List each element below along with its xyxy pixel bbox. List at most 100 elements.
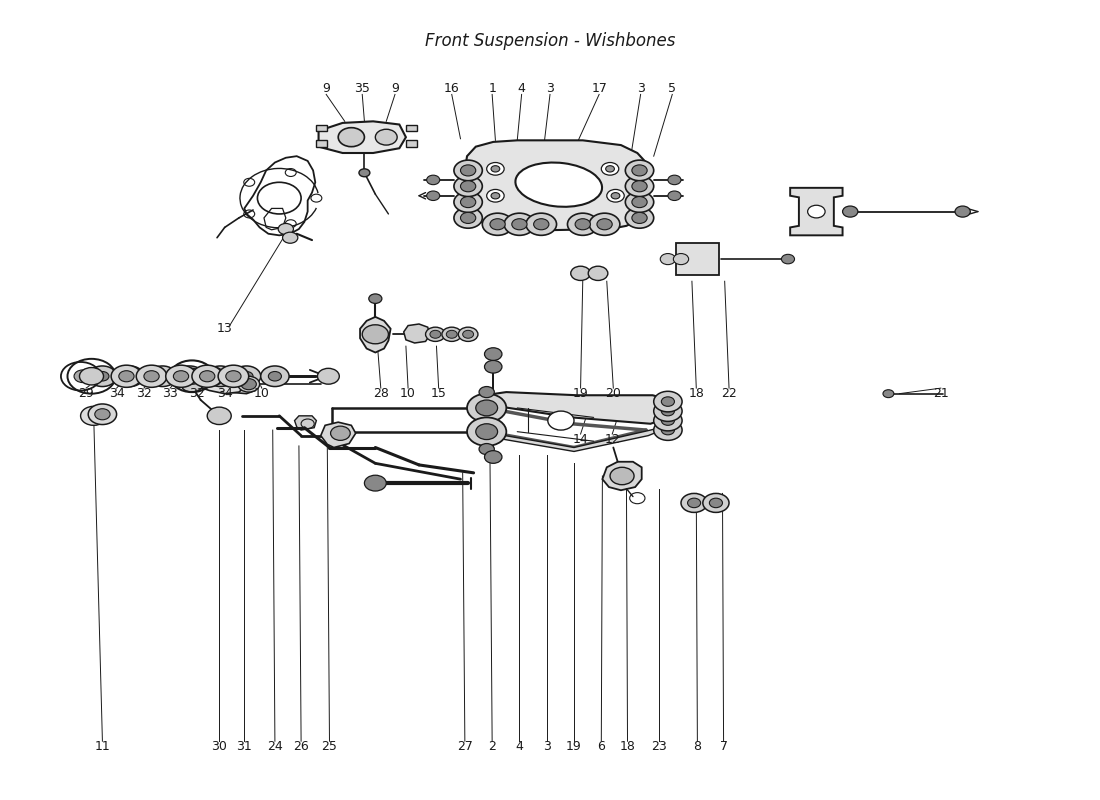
Circle shape bbox=[111, 365, 142, 387]
Circle shape bbox=[184, 371, 196, 381]
Circle shape bbox=[206, 366, 234, 386]
Circle shape bbox=[207, 407, 231, 425]
Circle shape bbox=[447, 330, 458, 338]
Circle shape bbox=[476, 424, 497, 439]
Polygon shape bbox=[317, 125, 328, 131]
Circle shape bbox=[454, 192, 482, 212]
Circle shape bbox=[74, 370, 91, 382]
Circle shape bbox=[427, 175, 440, 185]
Text: 10: 10 bbox=[254, 387, 270, 400]
Circle shape bbox=[238, 376, 260, 392]
Circle shape bbox=[568, 213, 598, 235]
Circle shape bbox=[631, 181, 647, 192]
Circle shape bbox=[318, 368, 339, 384]
Circle shape bbox=[484, 348, 502, 361]
Text: Front Suspension - Wishbones: Front Suspension - Wishbones bbox=[425, 32, 675, 50]
Circle shape bbox=[123, 371, 136, 381]
Circle shape bbox=[668, 175, 681, 185]
Circle shape bbox=[182, 368, 202, 384]
Circle shape bbox=[198, 366, 224, 386]
Circle shape bbox=[590, 213, 620, 235]
Circle shape bbox=[491, 166, 499, 172]
Text: 21: 21 bbox=[933, 387, 948, 400]
Circle shape bbox=[368, 294, 382, 303]
Circle shape bbox=[232, 366, 261, 386]
Text: 12: 12 bbox=[604, 433, 620, 446]
Circle shape bbox=[625, 208, 653, 228]
Circle shape bbox=[597, 218, 613, 230]
Circle shape bbox=[588, 266, 608, 281]
Circle shape bbox=[661, 397, 674, 406]
Text: 9: 9 bbox=[322, 82, 330, 95]
Circle shape bbox=[199, 370, 214, 382]
Text: 26: 26 bbox=[294, 740, 309, 754]
Text: 1: 1 bbox=[488, 82, 496, 95]
Bar bbox=[675, 243, 719, 275]
Circle shape bbox=[681, 494, 707, 513]
Text: 6: 6 bbox=[597, 740, 605, 754]
Circle shape bbox=[375, 130, 397, 145]
Circle shape bbox=[442, 327, 462, 342]
Circle shape bbox=[478, 443, 494, 454]
Circle shape bbox=[468, 418, 506, 446]
Circle shape bbox=[218, 365, 249, 387]
Text: 9: 9 bbox=[390, 82, 399, 95]
Circle shape bbox=[144, 370, 159, 382]
Text: 22: 22 bbox=[722, 387, 737, 400]
Text: 35: 35 bbox=[354, 82, 371, 95]
Circle shape bbox=[512, 218, 527, 230]
Text: 34: 34 bbox=[217, 387, 232, 400]
Circle shape bbox=[526, 213, 557, 235]
Polygon shape bbox=[404, 324, 430, 343]
Circle shape bbox=[454, 208, 482, 228]
Text: 28: 28 bbox=[373, 387, 388, 400]
Circle shape bbox=[653, 420, 682, 440]
Polygon shape bbox=[790, 188, 843, 235]
Circle shape bbox=[119, 370, 134, 382]
Circle shape bbox=[486, 162, 504, 175]
Circle shape bbox=[461, 165, 476, 176]
Circle shape bbox=[96, 371, 109, 381]
Circle shape bbox=[606, 166, 615, 172]
Circle shape bbox=[653, 401, 682, 422]
Text: 7: 7 bbox=[719, 740, 727, 754]
Circle shape bbox=[612, 193, 620, 199]
Circle shape bbox=[427, 191, 440, 201]
Circle shape bbox=[625, 176, 653, 197]
Circle shape bbox=[261, 366, 289, 386]
Circle shape bbox=[482, 213, 513, 235]
Text: 27: 27 bbox=[456, 740, 473, 754]
Circle shape bbox=[191, 365, 222, 387]
Circle shape bbox=[661, 406, 674, 416]
Text: 20: 20 bbox=[605, 387, 621, 400]
Circle shape bbox=[364, 475, 386, 491]
Circle shape bbox=[575, 218, 591, 230]
Circle shape bbox=[459, 327, 477, 342]
Circle shape bbox=[359, 169, 370, 177]
Polygon shape bbox=[195, 372, 246, 394]
Circle shape bbox=[653, 410, 682, 431]
Circle shape bbox=[807, 206, 825, 218]
Circle shape bbox=[843, 206, 858, 217]
Circle shape bbox=[174, 370, 189, 382]
Circle shape bbox=[661, 426, 674, 435]
Text: 24: 24 bbox=[267, 740, 283, 754]
Text: 16: 16 bbox=[444, 82, 460, 95]
Circle shape bbox=[461, 181, 476, 192]
Text: 3: 3 bbox=[637, 82, 645, 95]
Circle shape bbox=[148, 366, 177, 386]
Circle shape bbox=[476, 400, 497, 416]
Polygon shape bbox=[482, 392, 675, 424]
Circle shape bbox=[478, 386, 494, 398]
Text: 10: 10 bbox=[400, 387, 416, 400]
Circle shape bbox=[688, 498, 701, 508]
Circle shape bbox=[240, 371, 253, 381]
Circle shape bbox=[461, 212, 476, 223]
Circle shape bbox=[116, 366, 144, 386]
Ellipse shape bbox=[516, 162, 602, 207]
Circle shape bbox=[430, 330, 441, 338]
Polygon shape bbox=[317, 140, 328, 146]
Text: 31: 31 bbox=[236, 740, 252, 754]
Text: 5: 5 bbox=[669, 82, 676, 95]
Text: 19: 19 bbox=[573, 387, 588, 400]
